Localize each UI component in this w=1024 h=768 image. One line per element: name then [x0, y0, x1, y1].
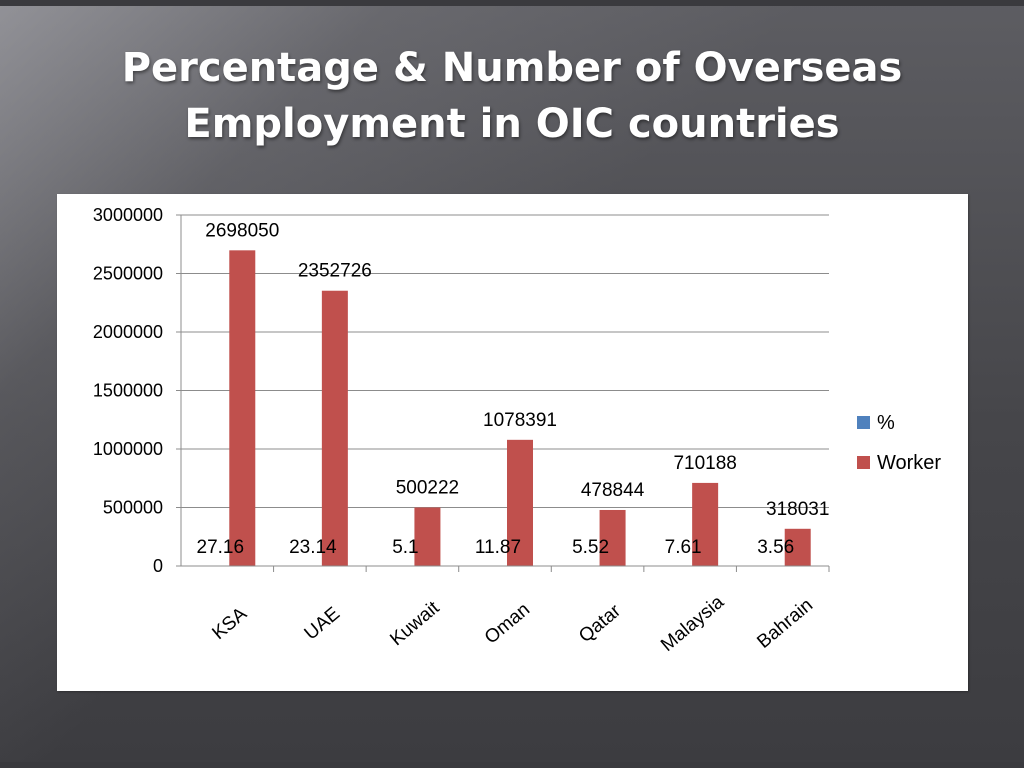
y-tick-label: 2000000 — [93, 322, 163, 342]
data-label-percent: 7.61 — [665, 537, 702, 558]
data-label-worker: 2698050 — [205, 220, 279, 241]
legend-label: % — [877, 412, 895, 434]
y-tick-label: 1000000 — [93, 439, 163, 459]
data-label-worker: 478844 — [581, 480, 645, 501]
axes: 0 500000 1000000 1500000 2000000 2500000 30000… — [93, 205, 830, 656]
data-label-percent: 3.56 — [757, 537, 794, 558]
title-line-1: Percentage & Number of Overseas — [121, 45, 903, 91]
x-category-label: Malaysia — [657, 591, 728, 656]
x-category-label: KSA — [208, 603, 251, 644]
bar-worker — [414, 507, 441, 566]
data-labels: 2698050 27.16 2352726 23.14 500222 5.1 1078391… — [197, 220, 830, 558]
x-category-label: Qatar — [575, 600, 625, 647]
data-label-worker: 1078391 — [483, 410, 557, 431]
data-label-percent: 11.87 — [475, 537, 521, 558]
legend-swatch — [857, 456, 870, 469]
data-label-percent: 5.52 — [572, 537, 609, 558]
bar-worker — [599, 509, 626, 566]
bar-worker — [507, 439, 533, 566]
x-category-label: Bahrain — [753, 595, 817, 653]
data-label-percent: 23.14 — [289, 537, 337, 558]
legend-label: Worker — [877, 452, 941, 474]
slide-title: Percentage & Number of Overseas Employme… — [62, 40, 962, 152]
bar-chart: 0 500000 1000000 1500000 2000000 2500000 30000… — [93, 205, 942, 656]
y-tick-label: 1500000 — [93, 381, 163, 401]
frame-top — [0, 0, 1024, 6]
data-label-worker: 500222 — [396, 477, 459, 498]
y-tick-label: 3000000 — [93, 205, 163, 225]
bar-worker — [784, 528, 811, 566]
legend: % Worker — [857, 412, 941, 474]
legend-swatch — [857, 416, 870, 429]
y-tick-label: 2500000 — [93, 264, 163, 284]
bar-worker — [692, 482, 719, 566]
data-label-percent: 5.1 — [392, 537, 418, 558]
y-tick-label: 0 — [153, 556, 163, 576]
data-label-worker: 2352726 — [298, 261, 372, 282]
x-category-label: UAE — [301, 603, 344, 644]
data-label-percent: 27.16 — [197, 537, 245, 558]
data-label-worker: 710188 — [673, 453, 736, 474]
title-line-2: Employment in OIC countries — [184, 101, 840, 147]
bar-worker — [229, 250, 256, 566]
gridlines — [181, 214, 829, 508]
chart-panel: 0 500000 1000000 1500000 2000000 2500000 30000… — [57, 194, 968, 691]
x-category-label: Oman — [481, 599, 534, 648]
frame-bottom — [0, 762, 1024, 768]
bars — [201, 250, 811, 566]
y-tick-label: 500000 — [103, 498, 163, 518]
x-category-label: Kuwait — [386, 597, 444, 650]
bar-worker — [321, 290, 348, 566]
data-label-worker: 318031 — [766, 499, 829, 520]
